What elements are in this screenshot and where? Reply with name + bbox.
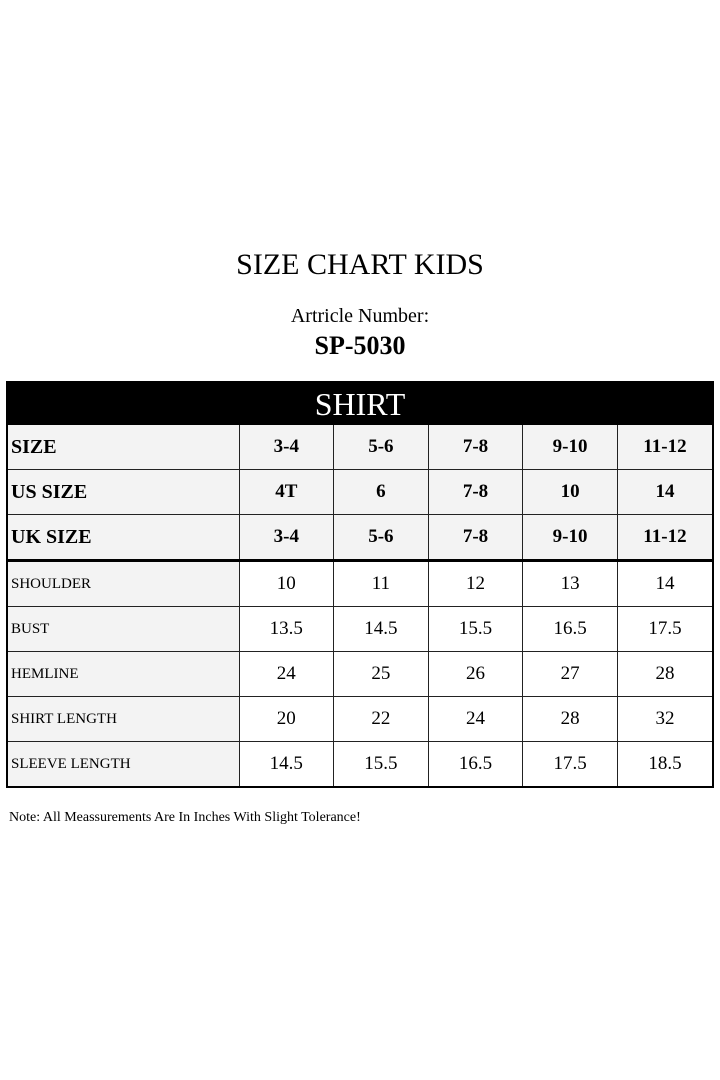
- table-cell: 32: [616, 696, 712, 742]
- table-cell: 22: [333, 696, 429, 742]
- row-label: US SIZE: [8, 469, 240, 515]
- table-cell: 28: [522, 696, 618, 742]
- measurement-row: BUST 13.5 14.5 15.5 16.5 17.5: [8, 606, 712, 652]
- table-cell: 28: [616, 651, 712, 697]
- table-cell: 11: [333, 560, 429, 607]
- table-cell: 7-8: [427, 425, 524, 470]
- table-cell: 14.5: [333, 606, 429, 652]
- table-cell: 14: [616, 560, 712, 607]
- table-cell: 3-4: [238, 514, 335, 562]
- table-cell: 13.5: [238, 606, 335, 652]
- table-cell: 13: [522, 560, 618, 607]
- table-cell: 24: [427, 696, 524, 742]
- table-cell: 5-6: [333, 514, 429, 562]
- row-label: UK SIZE: [8, 514, 240, 562]
- row-label: SHIRT LENGTH: [8, 696, 240, 742]
- table-cell: 16.5: [427, 741, 524, 786]
- measurement-note: Note: All Meassurements Are In Inches Wi…: [9, 810, 361, 825]
- row-label: SIZE: [8, 425, 240, 470]
- measurement-row: HEMLINE 24 25 26 27 28: [8, 651, 712, 697]
- table-cell: 17.5: [616, 606, 712, 652]
- row-label: BUST: [8, 606, 240, 652]
- row-label: HEMLINE: [8, 651, 240, 697]
- table-cell: 12: [427, 560, 524, 607]
- table-cell: 15.5: [333, 741, 429, 786]
- table-cell: 20: [238, 696, 335, 742]
- table-cell: 14.5: [238, 741, 335, 786]
- table-banner: SHIRT: [8, 383, 712, 425]
- table-cell: 16.5: [522, 606, 618, 652]
- table-cell: 7-8: [427, 514, 524, 562]
- table-cell: 14: [616, 469, 712, 515]
- measurement-row: SLEEVE LENGTH 14.5 15.5 16.5 17.5 18.5: [8, 741, 712, 786]
- measurement-row: SHIRT LENGTH 20 22 24 28 32: [8, 696, 712, 742]
- table-cell: 9-10: [522, 514, 618, 562]
- table-cell: 15.5: [427, 606, 524, 652]
- table-cell: 18.5: [616, 741, 712, 786]
- measurement-row: SHOULDER 10 11 12 13 14: [8, 560, 712, 607]
- table-cell: 25: [333, 651, 429, 697]
- page-title: SIZE CHART KIDS: [236, 248, 484, 281]
- table-cell: 17.5: [522, 741, 618, 786]
- table-cell: 7-8: [427, 469, 524, 515]
- row-label: SLEEVE LENGTH: [8, 741, 240, 786]
- table-cell: 11-12: [616, 514, 712, 562]
- size-chart-table: SHIRT SIZE 3-4 5-6 7-8 9-10 11-12 US SIZE 4T 6 7-…: [6, 381, 714, 788]
- article-label: Artricle Number:: [290, 305, 430, 327]
- row-label: SHOULDER: [8, 560, 240, 607]
- size-header-row: US SIZE 4T 6 7-8 10 14: [8, 469, 712, 515]
- article-number: SP-5030: [314, 331, 406, 360]
- table-cell: 6: [333, 469, 429, 515]
- table-cell: 9-10: [522, 425, 618, 470]
- table-cell: 27: [522, 651, 618, 697]
- size-header-row: UK SIZE 3-4 5-6 7-8 9-10 11-12: [8, 514, 712, 562]
- table-cell: 11-12: [616, 425, 712, 470]
- table-cell: 3-4: [238, 425, 335, 470]
- table-cell: 10: [522, 469, 618, 515]
- table-cell: 10: [238, 560, 335, 607]
- size-header-row: SIZE 3-4 5-6 7-8 9-10 11-12: [8, 425, 712, 470]
- table-cell: 24: [238, 651, 335, 697]
- table-cell: 5-6: [333, 425, 429, 470]
- table-cell: 4T: [238, 469, 335, 515]
- table-cell: 26: [427, 651, 524, 697]
